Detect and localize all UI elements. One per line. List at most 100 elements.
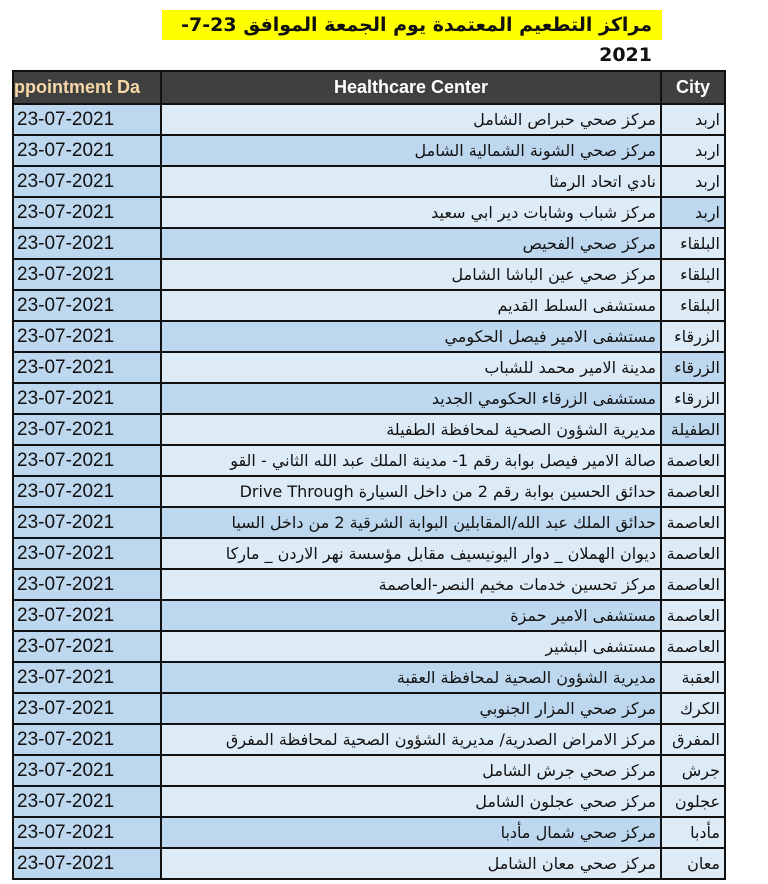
city-cell: البلقاء (660, 289, 726, 322)
city-cell: العاصمة (660, 599, 726, 632)
table-row: 23-07-2021 صالة الامير فيصل بوابة رقم 1- … (12, 444, 726, 477)
date-cell: 23-07-2021 (12, 847, 162, 880)
healthcare-center-cell: مركز صحي الشونة الشمالية الشامل (160, 134, 662, 167)
date-cell: 23-07-2021 (12, 227, 162, 260)
table-row: 23-07-2021 مركز صحي شمال مأدبا مأدبا (12, 816, 726, 849)
date-cell: 23-07-2021 (12, 506, 162, 539)
table-row: 23-07-2021 مستشفى البشير العاصمة (12, 630, 726, 663)
date-cell: 23-07-2021 (12, 413, 162, 446)
city-cell: العاصمة (660, 444, 726, 477)
date-cell: 23-07-2021 (12, 754, 162, 787)
table-row: 23-07-2021 نادي اتحاد الرمثا اربد (12, 165, 726, 198)
healthcare-center-cell: ديوان الهملان _ دوار اليونيسيف مقابل مؤس… (160, 537, 662, 570)
table-row: 23-07-2021 حدائق الملك عبد الله/المقابلين… (12, 506, 726, 539)
city-cell: عجلون (660, 785, 726, 818)
city-cell: العاصمة (660, 630, 726, 663)
table-row: 23-07-2021 مركز صحي حبراص الشامل اربد (12, 103, 726, 136)
city-cell: الزرقاء (660, 351, 726, 384)
table-row: 23-07-2021 مركز شباب وشابات دير ابي سعيد ا… (12, 196, 726, 229)
date-cell: 23-07-2021 (12, 816, 162, 849)
table-row: 23-07-2021 مستشفى الزرقاء الحكومي الجديد ا… (12, 382, 726, 415)
page-title: مراكز التطعيم المعتمدة يوم الجمعة المواف… (162, 10, 662, 66)
healthcare-center-cell: مدينة الامير محمد للشباب (160, 351, 662, 384)
date-cell: 23-07-2021 (12, 196, 162, 229)
date-cell: 23-07-2021 (12, 382, 162, 415)
date-cell: 23-07-2021 (12, 444, 162, 477)
city-cell: الزرقاء (660, 382, 726, 415)
city-cell: العاصمة (660, 537, 726, 570)
healthcare-center-cell: مركز تحسين خدمات مخيم النصر-العاصمة (160, 568, 662, 601)
date-cell: 23-07-2021 (12, 103, 162, 136)
table-row: 23-07-2021 مركز الامراض الصدرية/ مديرية ا… (12, 723, 726, 756)
table-row: 23-07-2021 مركز صحي عين الباشا الشامل البل… (12, 258, 726, 291)
healthcare-center-cell: مركز صحي حبراص الشامل (160, 103, 662, 136)
header-appointment-date: ppointment Da (12, 70, 162, 105)
healthcare-center-cell: مستشفى الزرقاء الحكومي الجديد (160, 382, 662, 415)
city-cell: الطفيلة (660, 413, 726, 446)
healthcare-center-cell: مركز صحي عين الباشا الشامل (160, 258, 662, 291)
healthcare-center-cell: مستشفى البشير (160, 630, 662, 663)
city-cell: الكرك (660, 692, 726, 725)
healthcare-center-cell: مركز الامراض الصدرية/ مديرية الشؤون الصح… (160, 723, 662, 756)
table-row: 23-07-2021 مركز صحي الشونة الشمالية الشام… (12, 134, 726, 167)
healthcare-center-cell: صالة الامير فيصل بوابة رقم 1- مدينة المل… (160, 444, 662, 477)
date-cell: 23-07-2021 (12, 568, 162, 601)
date-cell: 23-07-2021 (12, 165, 162, 198)
healthcare-center-cell: مركز صحي معان الشامل (160, 847, 662, 880)
city-cell: الزرقاء (660, 320, 726, 353)
table-row: 23-07-2021 مركز صحي عجلون الشامل عجلون (12, 785, 726, 818)
healthcare-center-cell: مركز صحي جرش الشامل (160, 754, 662, 787)
city-cell: مأدبا (660, 816, 726, 849)
date-cell: 23-07-2021 (12, 630, 162, 663)
city-cell: المفرق (660, 723, 726, 756)
table-row: 23-07-2021 مركز صحي جرش الشامل جرش (12, 754, 726, 787)
city-cell: العاصمة (660, 475, 726, 508)
city-cell: اربد (660, 165, 726, 198)
table-row: 23-07-2021 مستشفى السلط القديم البلقاء (12, 289, 726, 322)
healthcare-center-cell: مستشفى الامير فيصل الحكومي (160, 320, 662, 353)
city-cell: البلقاء (660, 258, 726, 291)
healthcare-center-cell: حدائق الحسين بوابة رقم 2 من داخل السيارة… (160, 475, 662, 508)
table-row: 23-07-2021 مديرية الشؤون الصحية لمحافظة ا… (12, 661, 726, 694)
healthcare-center-cell: مستشفى السلط القديم (160, 289, 662, 322)
date-cell: 23-07-2021 (12, 723, 162, 756)
date-cell: 23-07-2021 (12, 351, 162, 384)
healthcare-center-cell: مركز صحي شمال مأدبا (160, 816, 662, 849)
healthcare-center-cell: مركز صحي المزار الجنوبي (160, 692, 662, 725)
date-cell: 23-07-2021 (12, 785, 162, 818)
table-row: 23-07-2021 مركز تحسين خدمات مخيم النصر-ال… (12, 568, 726, 601)
healthcare-center-cell: مديرية الشؤون الصحية لمحافظة الطفيلة (160, 413, 662, 446)
table-row: 23-07-2021 مركز صحي المزار الجنوبي الكرك (12, 692, 726, 725)
healthcare-center-cell: مركز صحي الفحيص (160, 227, 662, 260)
table-header-row: ppointment Da Healthcare Center City (12, 70, 726, 105)
date-cell: 23-07-2021 (12, 475, 162, 508)
date-cell: 23-07-2021 (12, 692, 162, 725)
healthcare-center-cell: مركز شباب وشابات دير ابي سعيد (160, 196, 662, 229)
date-cell: 23-07-2021 (12, 258, 162, 291)
city-cell: جرش (660, 754, 726, 787)
city-cell: اربد (660, 103, 726, 136)
city-cell: العاصمة (660, 568, 726, 601)
healthcare-center-cell: مستشفى الامير حمزة (160, 599, 662, 632)
date-cell: 23-07-2021 (12, 320, 162, 353)
table-row: 23-07-2021 ديوان الهملان _ دوار اليونيسيف… (12, 537, 726, 570)
city-cell: اربد (660, 134, 726, 167)
healthcare-center-cell: مركز صحي عجلون الشامل (160, 785, 662, 818)
healthcare-center-cell: نادي اتحاد الرمثا (160, 165, 662, 198)
city-cell: العاصمة (660, 506, 726, 539)
table-row: 23-07-2021 مستشفى الامير فيصل الحكومي الزر… (12, 320, 726, 353)
date-cell: 23-07-2021 (12, 599, 162, 632)
healthcare-center-cell: مديرية الشؤون الصحية لمحافظة العقبة (160, 661, 662, 694)
date-cell: 23-07-2021 (12, 134, 162, 167)
table-row: 23-07-2021 حدائق الحسين بوابة رقم 2 من دا… (12, 475, 726, 508)
table-row: 23-07-2021 مستشفى الامير حمزة العاصمة (12, 599, 726, 632)
city-cell: العقبة (660, 661, 726, 694)
header-city: City (660, 70, 726, 105)
header-healthcare-center: Healthcare Center (160, 70, 662, 105)
date-cell: 23-07-2021 (12, 537, 162, 570)
table-row: 23-07-2021 مركز صحي معان الشامل معان (12, 847, 726, 880)
vaccination-centers-table: ppointment Da Healthcare Center City 23-… (12, 70, 726, 880)
city-cell: معان (660, 847, 726, 880)
date-cell: 23-07-2021 (12, 661, 162, 694)
city-cell: البلقاء (660, 227, 726, 260)
